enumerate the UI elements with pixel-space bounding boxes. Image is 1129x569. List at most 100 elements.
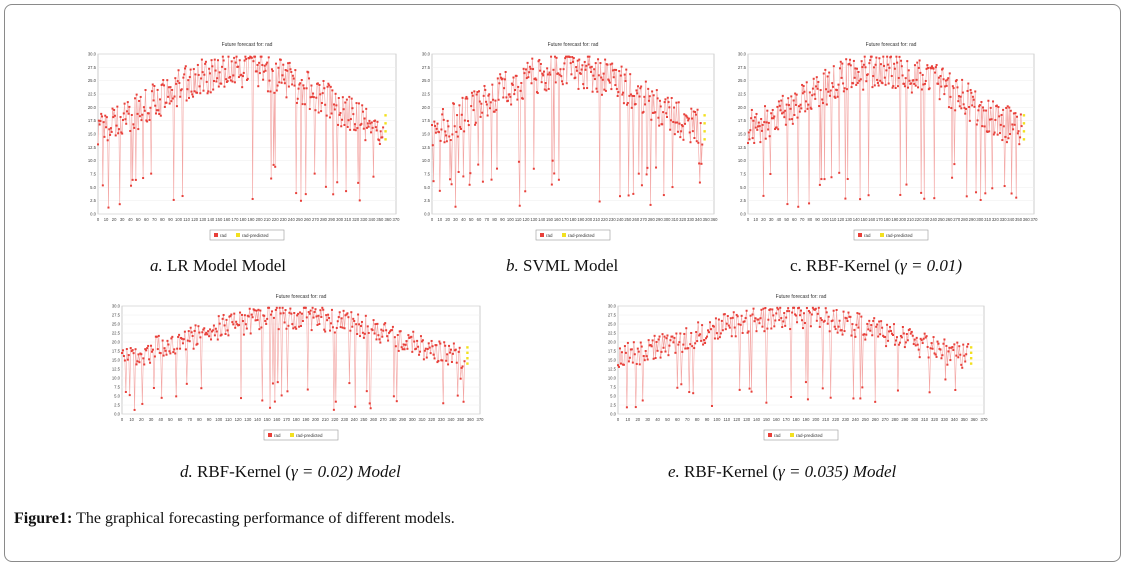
- rad-point: [901, 74, 904, 77]
- x-tick-label: 170: [783, 417, 791, 422]
- rad-point: [697, 321, 700, 324]
- legend-swatch: [790, 433, 794, 437]
- legend-label: rad-predicted: [796, 433, 823, 438]
- y-tick-label: 10.0: [608, 376, 617, 381]
- rad-point: [318, 323, 321, 326]
- rad-point: [723, 313, 726, 316]
- rad-point: [135, 363, 138, 366]
- rad-point: [124, 118, 127, 121]
- rad-point: [360, 122, 363, 125]
- rad-point: [283, 321, 286, 324]
- rad-point: [316, 82, 319, 85]
- rad-point: [960, 363, 963, 366]
- rad-point: [794, 92, 797, 95]
- rad-point: [922, 337, 925, 340]
- rad-point: [975, 191, 978, 194]
- rad-point: [668, 344, 671, 347]
- rad-point: [197, 73, 200, 76]
- rad-point: [872, 66, 875, 69]
- rad-point: [724, 328, 727, 331]
- rad-point: [944, 79, 947, 82]
- rad-point: [912, 343, 915, 346]
- x-tick-label: 160: [868, 217, 876, 222]
- rad-point: [564, 57, 567, 60]
- rad-point: [815, 85, 818, 88]
- legend-box: [763, 429, 839, 441]
- rad-point: [474, 123, 477, 126]
- rad-point: [584, 68, 587, 71]
- x-tick-label: 100: [215, 417, 223, 422]
- legend-label: rad-predicted: [886, 233, 913, 238]
- rad-point: [754, 126, 757, 129]
- rad-point: [320, 102, 323, 105]
- rad-point: [345, 98, 348, 101]
- rad-point: [832, 65, 835, 68]
- rad-point: [299, 311, 302, 314]
- rad-point: [527, 76, 530, 79]
- chart-panel-a: Future forecast for: rad 0.0 2.5 5.0 7.5 10.0…: [86, 38, 402, 250]
- rad-point: [808, 311, 811, 314]
- rad-point: [448, 135, 451, 138]
- rad-point: [769, 172, 772, 175]
- rad-point: [818, 183, 821, 186]
- rad-point: [752, 307, 755, 310]
- rad-point: [295, 192, 298, 195]
- rad-point: [849, 315, 852, 318]
- rad-point: [212, 324, 215, 327]
- rad-point: [336, 320, 339, 323]
- y-tick-label: 0.0: [424, 212, 430, 217]
- rad-point: [122, 355, 125, 358]
- rad-point: [759, 317, 762, 320]
- x-tick-label: 330: [438, 417, 446, 422]
- rad-point: [692, 110, 695, 113]
- rad-point: [329, 85, 332, 88]
- rad-point: [258, 72, 261, 75]
- rad-point: [971, 95, 974, 98]
- rad-point: [431, 345, 434, 348]
- rad-point: [553, 172, 556, 175]
- rad-point: [630, 348, 633, 351]
- rad-point: [262, 78, 265, 81]
- rad-point: [1015, 196, 1018, 199]
- y-tick-label: 17.5: [88, 118, 97, 123]
- rad-point: [324, 185, 327, 188]
- rad-point: [270, 310, 273, 313]
- rad-point: [463, 119, 466, 122]
- rad-point: [561, 80, 564, 83]
- rad-point: [102, 121, 105, 124]
- rad-point: [835, 88, 838, 91]
- rad-point: [490, 178, 493, 181]
- rad-point: [928, 391, 931, 394]
- rad-point: [691, 345, 694, 348]
- rad-point: [434, 131, 437, 134]
- rad-point: [325, 314, 328, 317]
- rad-point: [168, 350, 171, 353]
- x-tick-label: 40: [777, 217, 782, 222]
- rad-point: [652, 94, 655, 97]
- x-tick-label: 240: [852, 417, 860, 422]
- rad-point: [578, 58, 581, 61]
- rad-point: [366, 126, 369, 129]
- rad-point: [892, 323, 895, 326]
- rad-point: [493, 110, 496, 113]
- caption-e-text: RBF-Kernel (: [679, 462, 779, 481]
- rad-point: [940, 85, 943, 88]
- rad-point: [492, 98, 495, 101]
- rad-point: [908, 79, 911, 82]
- rad-point: [852, 59, 855, 62]
- x-tick-label: 350: [703, 217, 711, 222]
- rad-point: [608, 81, 611, 84]
- rad-point: [338, 311, 341, 314]
- rad-point: [221, 55, 224, 58]
- rad-point: [643, 359, 646, 362]
- rad-point: [470, 105, 473, 108]
- rad-point: [876, 81, 879, 84]
- rad-point: [753, 116, 756, 119]
- rad-point: [828, 94, 831, 97]
- rad-point: [515, 74, 518, 77]
- x-tick-label: 210: [264, 217, 272, 222]
- rad-point: [664, 350, 667, 353]
- rad-point: [400, 346, 403, 349]
- rad-point: [341, 326, 344, 329]
- rad-point: [890, 329, 893, 332]
